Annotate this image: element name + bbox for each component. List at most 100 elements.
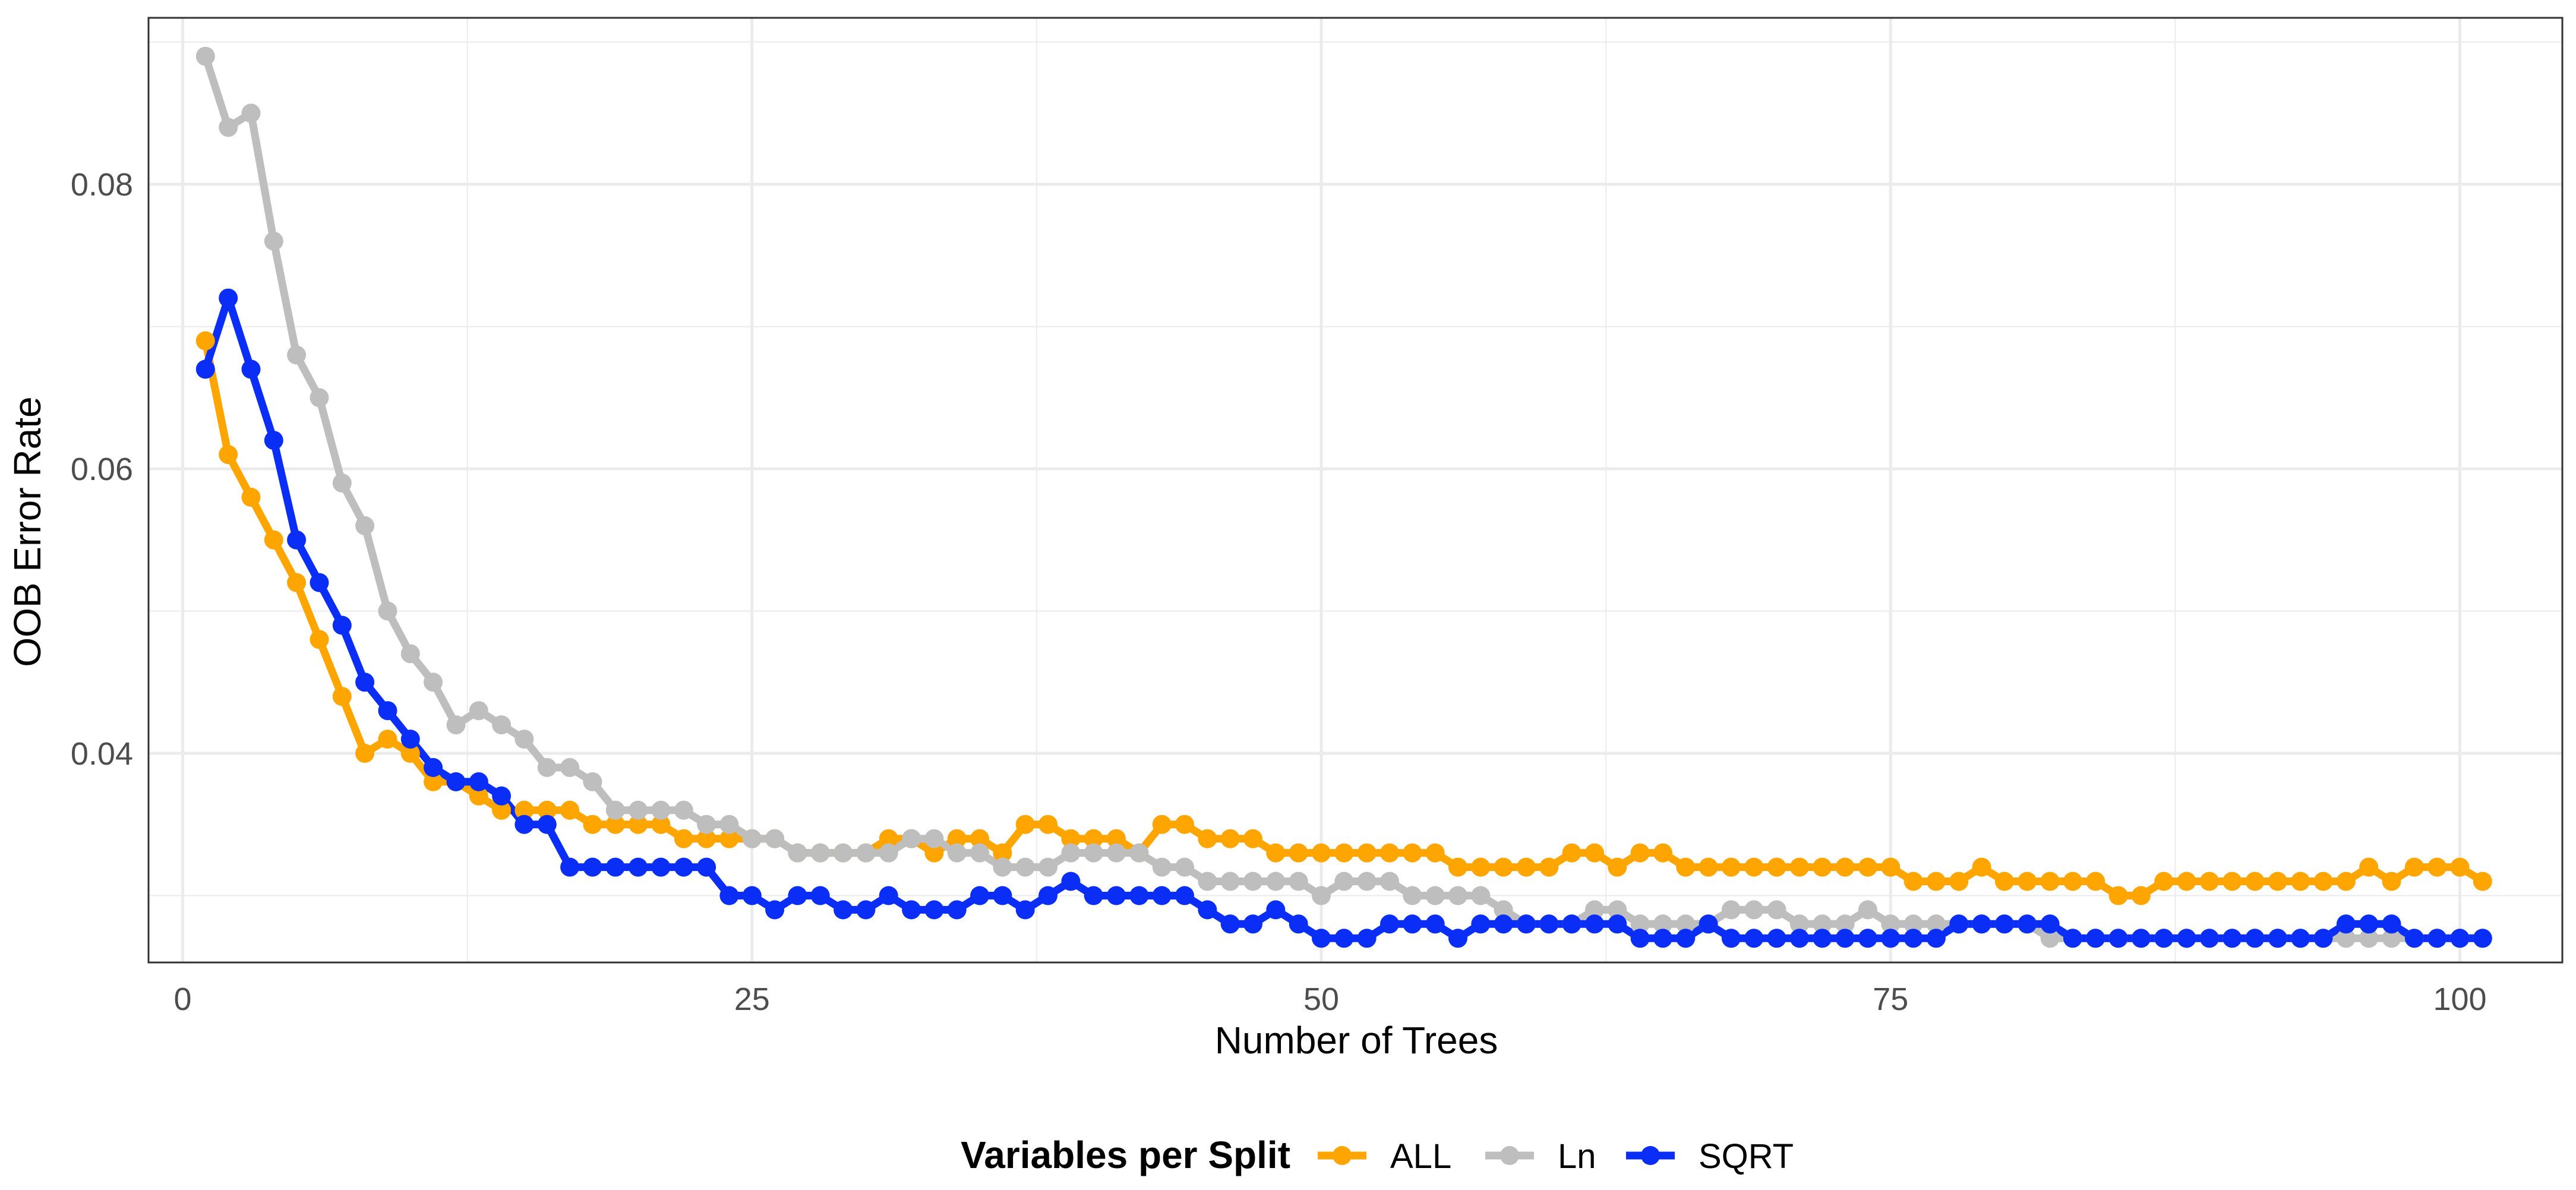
data-point-ln [583,772,602,791]
data-point-sqrt [2018,914,2037,934]
data-point-ln [424,673,443,692]
data-point-sqrt [1994,914,2014,934]
data-point-sqrt [2313,929,2333,948]
data-point-ln [1494,900,1513,920]
data-point-all [2223,872,2242,891]
data-point-sqrt [1858,929,1877,948]
data-point-ln [1220,872,1240,891]
data-point-sqrt [1630,929,1650,948]
data-point-sqrt [629,857,648,877]
data-point-ln [2336,929,2356,948]
data-point-all [1334,843,1354,863]
data-point-sqrt [195,359,215,379]
data-point-ln [629,800,648,820]
data-point-all [1608,857,1627,877]
legend-label-all: ALL [1390,1137,1451,1176]
data-point-ln [856,843,876,863]
data-point-ln [1015,857,1035,877]
data-point-sqrt [1107,886,1126,905]
data-point-ln [355,516,375,535]
data-point-sqrt [287,530,307,550]
data-point-sqrt [1926,929,1946,948]
data-point-all [1881,857,1901,877]
legend-label-sqrt: SQRT [1699,1137,1794,1176]
data-point-ln [902,829,921,848]
data-point-sqrt [2086,929,2105,948]
legend-key-point-sqrt [1641,1146,1660,1165]
data-point-ln [742,829,762,848]
data-point-sqrt [2223,929,2242,948]
data-point-sqrt [651,857,671,877]
data-point-ln [651,800,671,820]
data-point-sqrt [1425,914,1445,934]
legend-key-point-all [1333,1146,1352,1165]
data-point-all [2268,872,2287,891]
data-point-ln [924,829,944,848]
data-point-sqrt [834,900,853,920]
data-point-all [1380,843,1399,863]
data-point-all [1699,857,1718,877]
data-point-ln [1038,857,1057,877]
data-point-all [1562,843,1581,863]
data-point-sqrt [1220,914,1240,934]
data-point-ln [1448,886,1467,905]
data-point-sqrt [219,288,238,308]
data-point-sqrt [1881,929,1901,948]
series-points [195,46,2492,948]
data-point-sqrt [1015,900,1035,920]
x-axis-ticks: 0 25 50 75 100 [173,981,2486,1017]
x-tick-label: 25 [734,981,770,1017]
data-point-all [1653,843,1672,863]
data-point-all [1403,843,1422,863]
data-point-sqrt [2131,929,2151,948]
y-axis-title: OOB Error Rate [6,396,49,667]
data-point-ln [310,388,329,408]
data-point-sqrt [902,900,921,920]
data-point-sqrt [1403,914,1422,934]
data-point-sqrt [1789,929,1809,948]
data-point-all [2313,872,2333,891]
data-point-all [1903,872,1923,891]
data-point-all [378,730,397,749]
data-point-ln [1789,914,1809,934]
data-point-all [1517,857,1536,877]
data-point-ln [1357,872,1377,891]
data-point-ln [719,815,739,834]
data-point-all [1926,872,1946,891]
legend-key-point-ln [1500,1146,1519,1165]
data-point-all [1949,872,1969,891]
data-point-sqrt [332,615,352,635]
data-point-all [1084,829,1103,848]
data-point-sqrt [1653,929,1672,948]
data-point-sqrt [1084,886,1103,905]
data-point-all [2108,886,2128,905]
data-point-sqrt [1380,914,1399,934]
legend-item-all: ALL [1318,1137,1451,1176]
data-point-sqrt [947,900,967,920]
data-point-all [993,843,1012,863]
data-point-sqrt [993,886,1012,905]
data-point-all [2473,872,2492,891]
data-point-sqrt [2199,929,2219,948]
data-point-all [1744,857,1764,877]
data-point-ln [264,231,283,251]
panel-border [147,17,2564,964]
data-point-sqrt [2040,914,2060,934]
data-point-all [2018,872,2037,891]
data-point-sqrt [492,786,512,806]
data-point-sqrt [1061,872,1081,891]
data-point-all [924,843,944,863]
x-axis-title: Number of Trees [1215,1019,1498,1062]
data-point-all [2177,872,2196,891]
data-point-sqrt [1175,886,1194,905]
x-tick-label: 50 [1303,981,1339,1017]
data-point-all [1289,843,1308,863]
data-point-all [2450,857,2470,877]
data-point-all [492,800,512,820]
data-point-sqrt [1494,914,1513,934]
data-point-all [1015,815,1035,834]
data-point-all [1721,857,1741,877]
legend-item-sqrt: SQRT [1626,1137,1794,1176]
data-point-ln [514,730,534,749]
